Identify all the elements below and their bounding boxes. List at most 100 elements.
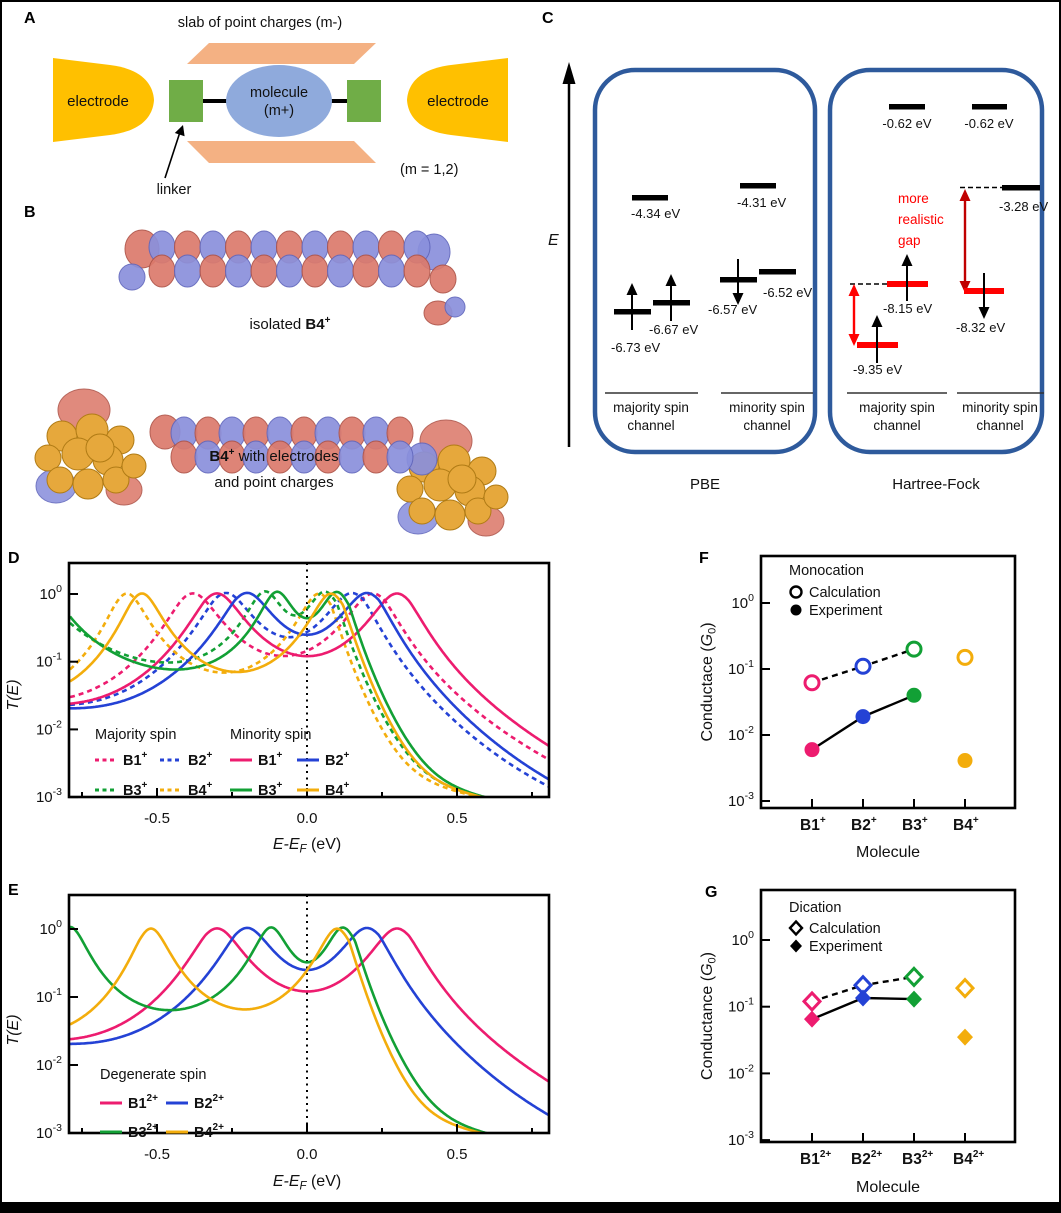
figure-bottom-rule	[2, 1202, 1059, 1211]
legend-label-B1: B1+	[123, 750, 148, 769]
x-axis-label: Molecule	[856, 1179, 920, 1196]
hf-majority-channel-label2: channel	[873, 418, 920, 433]
hf-min-lumo-level	[1002, 185, 1040, 191]
curve-B4-minority	[69, 592, 487, 797]
point-Experiment-B3	[906, 687, 922, 703]
y-tick-label: 10-3	[728, 1129, 754, 1149]
point-Experiment-B3	[906, 990, 922, 1008]
orbital-lobe	[386, 440, 414, 474]
electrode-right-label: electrode	[427, 93, 489, 110]
point-Experiment-B2	[855, 709, 871, 725]
panel-f-letter: F	[699, 550, 709, 567]
hf-minority-channel-label1: minority spin	[962, 400, 1038, 415]
hartree-fock-box	[827, 67, 1045, 455]
pbe-min-unocc-label: -6.52 eV	[763, 285, 812, 300]
plot-frame	[759, 554, 1017, 810]
molecule-label-line1: molecule	[250, 85, 308, 101]
x-tick-label: -0.5	[144, 1146, 170, 1163]
pbe-maj-occ-low-label: -6.73 eV	[611, 340, 660, 355]
caption-isolated-molecule: B4	[305, 316, 325, 333]
legend-title: Monocation	[789, 563, 864, 579]
legend-marker-Calculation	[789, 585, 803, 599]
y-tick-label: 10-2	[36, 718, 62, 738]
up-spin-arrowhead-icon	[626, 283, 638, 295]
point-Calculation-B1	[801, 990, 823, 1013]
gold-atom	[72, 468, 104, 500]
category-label-B3: B32+	[902, 1149, 933, 1168]
curve-B3-minority	[69, 590, 490, 797]
caption-junction-line1: B4+ with electrodes	[209, 447, 338, 465]
plot-frame	[759, 888, 1017, 1144]
curve-B3-majority	[69, 590, 488, 797]
curve-area	[69, 925, 549, 1133]
y-axis-label: T(E)	[5, 679, 22, 710]
x-tick-label: -0.5	[144, 810, 170, 827]
point-Experiment-B2	[855, 989, 871, 1007]
linker-arrow	[164, 131, 181, 179]
category-label-B2: B2+	[851, 815, 877, 834]
gap-arrowhead-icon	[848, 284, 860, 296]
y-tick-label: 100	[731, 592, 754, 612]
up-spin-arrowhead-icon	[665, 274, 677, 286]
linker-arrowhead-icon	[174, 125, 185, 137]
legend-title: Dication	[789, 900, 841, 916]
orbital-lobe	[352, 254, 380, 288]
hf-min-lumo-label: -3.28 eV	[999, 199, 1048, 214]
orbital-lobe	[276, 254, 303, 288]
pbe-minority-channel-label1: minority spin	[729, 400, 805, 415]
y-tick-label: 100	[39, 918, 62, 938]
gold-atom	[434, 499, 466, 531]
pbe-majority-channel-label1: majority spin	[613, 400, 689, 415]
panel-a-letter: A	[24, 10, 36, 27]
category-label-B2: B22+	[851, 1149, 882, 1168]
gold-atom	[46, 466, 74, 494]
point-Calculation-B1	[803, 674, 821, 692]
orbital-lobe	[301, 254, 329, 288]
legend-label-Experiment: Experiment	[809, 939, 882, 955]
orbital-art	[34, 229, 509, 537]
hf-maj-homo-label: -8.15 eV	[883, 301, 932, 316]
pbe-minority-channel-label2: channel	[743, 418, 790, 433]
point-Experiment-B1	[804, 1010, 820, 1028]
panel-f-conductance-chart: 100 10-1 10-2 10-3 B1+ B2+ B3+ B4+ Molecule Condu…	[699, 554, 1017, 861]
gold-atom	[464, 497, 492, 525]
hartree-fock-name: Hartree-Fock	[892, 476, 980, 493]
point-Calculation-B2	[854, 657, 872, 675]
y-tick-label: 10-1	[728, 658, 754, 678]
gold-atom	[483, 484, 509, 510]
gold-atom	[121, 453, 147, 479]
curve-area	[69, 590, 549, 797]
caption-junction-molecule: B4	[209, 448, 229, 465]
y-tick-label: 10-3	[36, 786, 62, 806]
gap-arrowhead-icon	[959, 189, 971, 201]
curve-B2-majority	[69, 591, 549, 788]
point-Experiment-B4	[957, 753, 973, 769]
pbe-min-upper-label: -4.31 eV	[737, 195, 786, 210]
panel-d-letter: D	[8, 550, 20, 567]
x-tick-label: 0.5	[447, 810, 468, 827]
caption-isolated-sup: +	[325, 315, 331, 326]
orbital-lobe	[199, 254, 227, 288]
legend-label-B1: B1+	[258, 750, 283, 769]
y-tick-label: 10-3	[36, 1122, 62, 1142]
gold-atom	[408, 497, 436, 525]
slab-title: slab of point charges (m-)	[178, 15, 342, 31]
plot-frame	[67, 893, 551, 1135]
x-tick-label: 0.0	[297, 1146, 318, 1163]
gap-note-line2: realistic	[898, 212, 944, 227]
y-axis-label: T(E)	[5, 1014, 22, 1045]
point-Calculation-B4	[956, 648, 974, 666]
y-axis-label: Conductace (G0)	[699, 622, 719, 741]
legend-label-Experiment: Experiment	[809, 603, 882, 619]
hf-min-homo-label: -8.32 eV	[956, 320, 1005, 335]
hf-maj-upper-label: -0.62 eV	[882, 116, 931, 131]
legend-marker-Calculation	[788, 919, 804, 937]
curve-B1-majority	[69, 592, 549, 761]
y-tick-label: 10-3	[728, 790, 754, 810]
legend-label-Calculation: Calculation	[809, 921, 881, 937]
caption-isolated: isolated B4+	[250, 315, 331, 333]
pbe-min-occ-label: -6.57 eV	[708, 302, 757, 317]
category-label-B1: B1+	[800, 815, 826, 834]
y-tick-label: 10-2	[728, 724, 754, 744]
up-spin-arrowhead-icon	[871, 315, 883, 327]
